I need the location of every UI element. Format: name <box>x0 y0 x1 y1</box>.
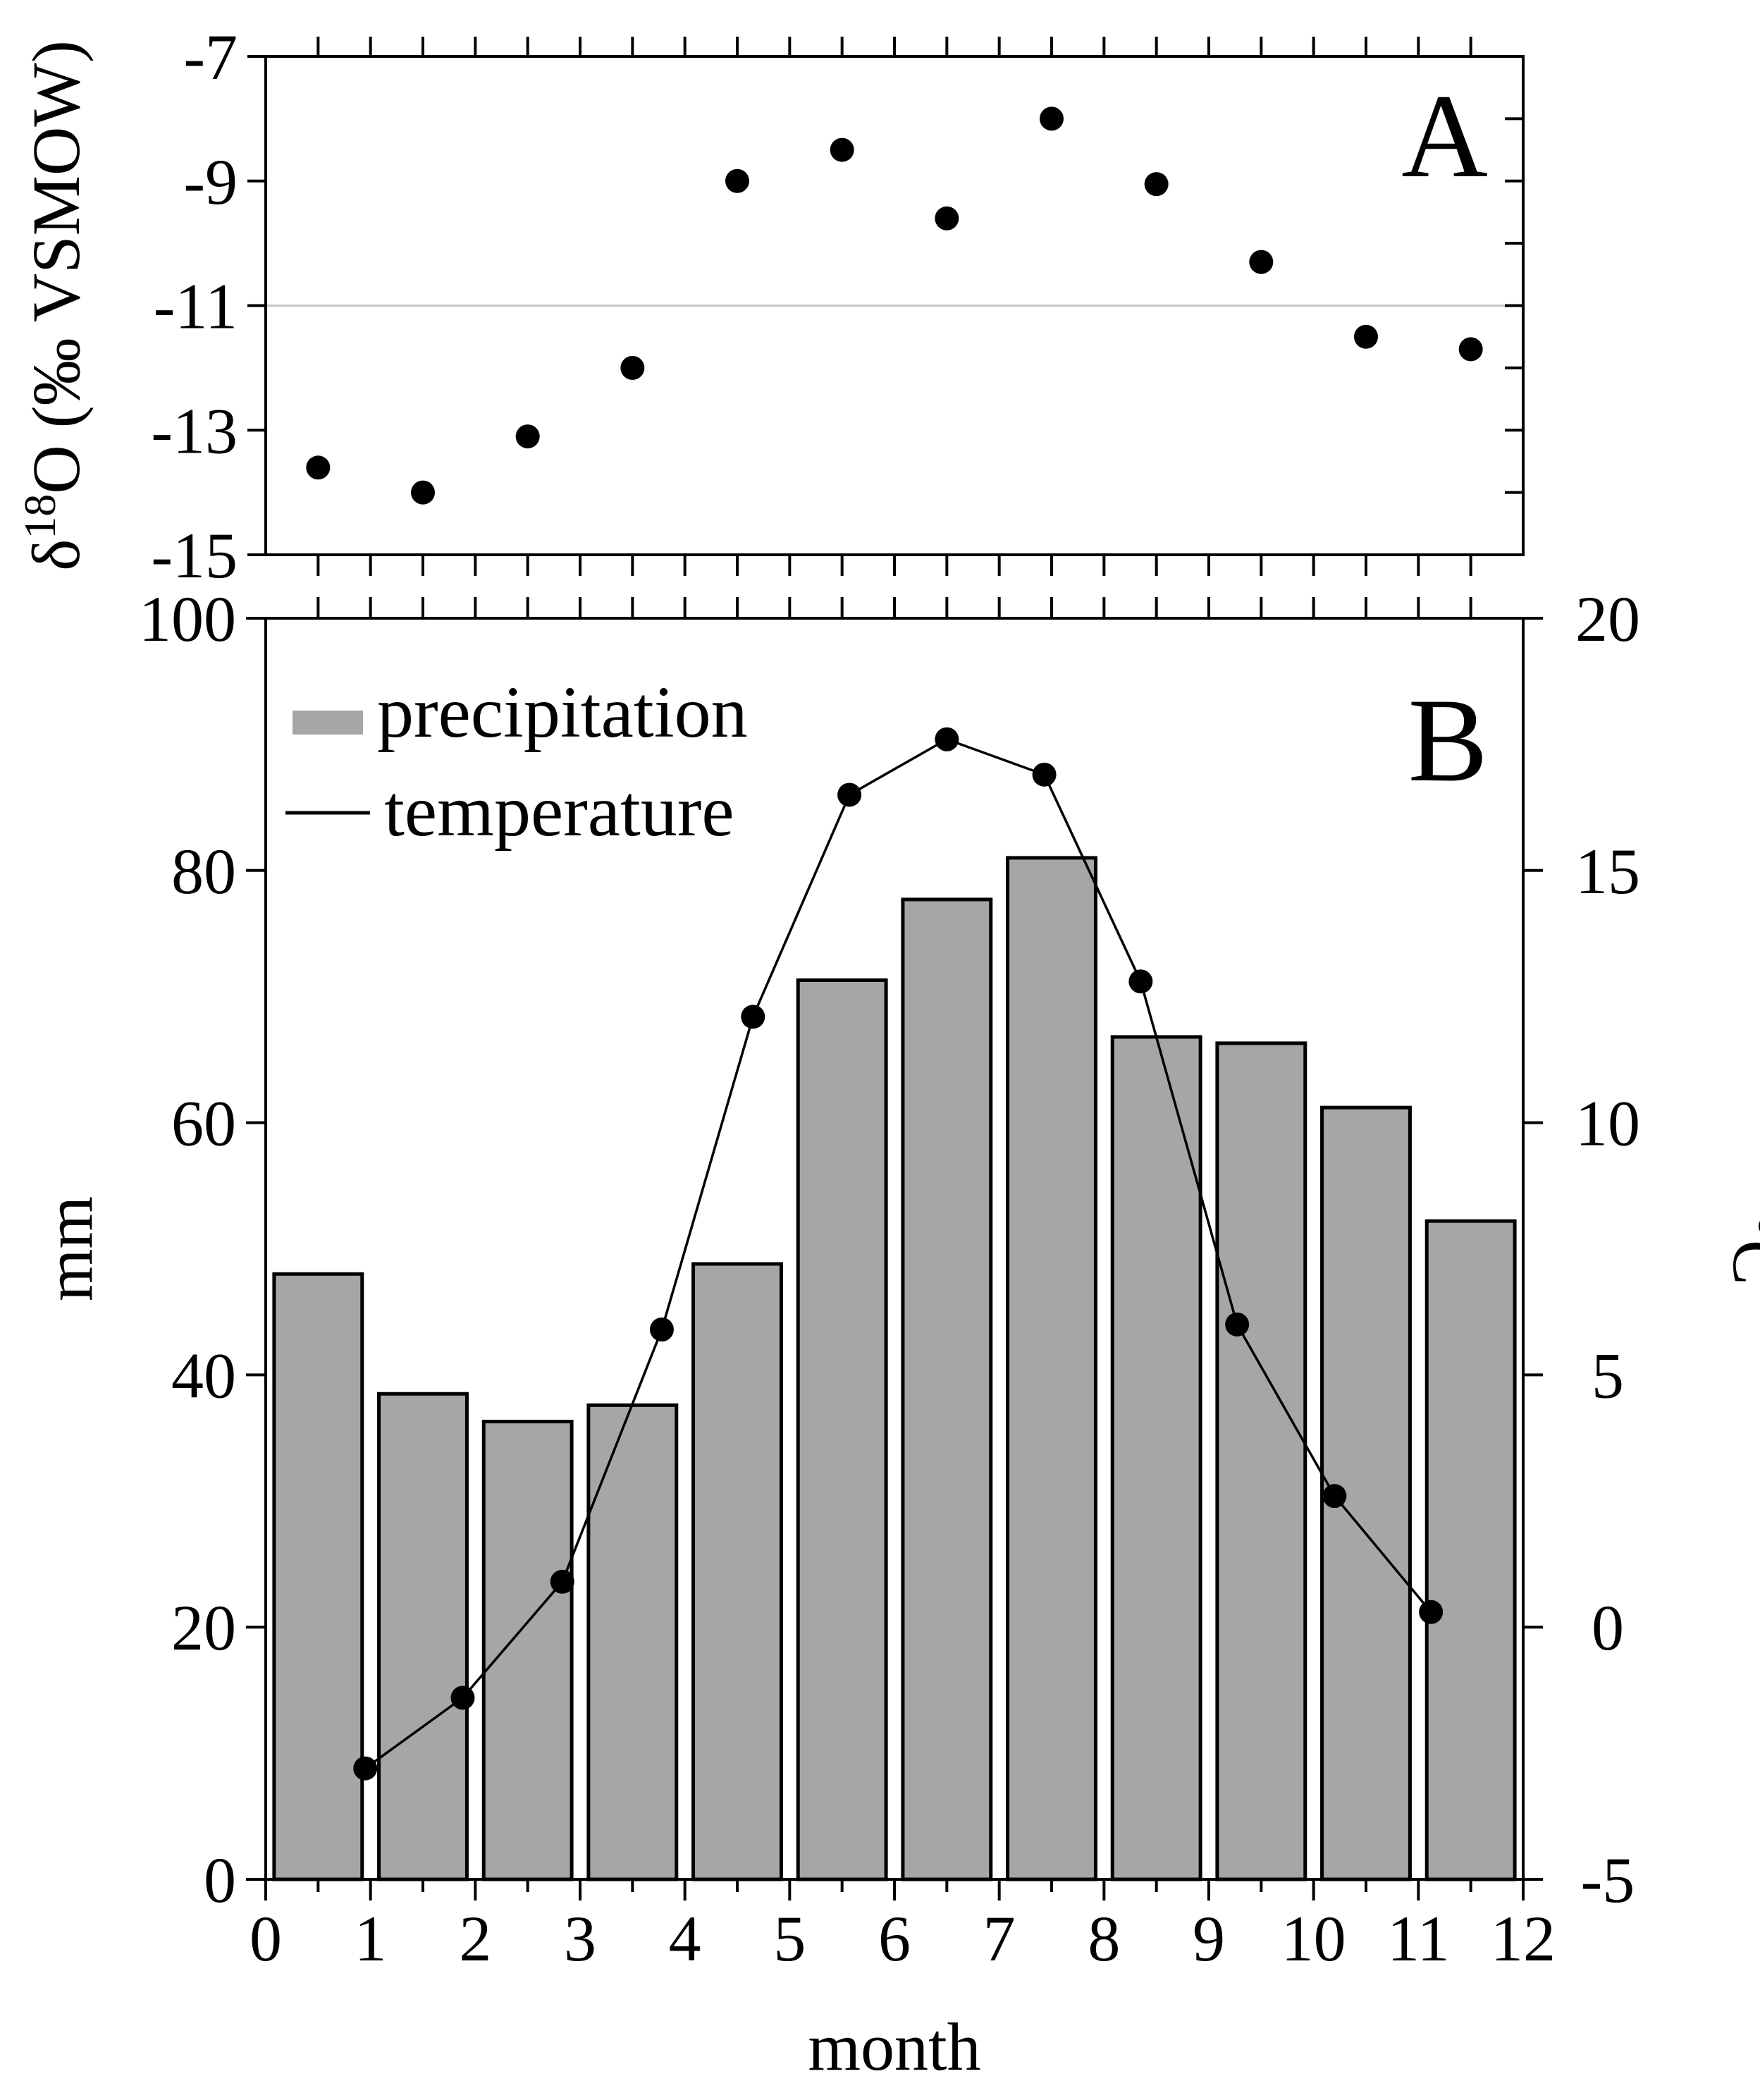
isotope-point-7 <box>935 206 959 231</box>
temperature-point-3 <box>550 1569 574 1594</box>
x-tick-labels: 0 1 2 3 4 5 6 7 8 9 10 11 12 <box>250 1903 1556 1975</box>
x-tick-label: 8 <box>1088 1903 1120 1975</box>
temperature-point-8 <box>1032 762 1057 787</box>
left-y-tick-label: 40 <box>171 1339 236 1411</box>
isotope-point-5 <box>725 168 749 193</box>
temperature-point-4 <box>649 1317 674 1341</box>
right-y-tick-label: 10 <box>1575 1088 1640 1160</box>
precipitation-bar-9 <box>1110 1035 1202 1881</box>
x-tick-label: 5 <box>773 1903 806 1975</box>
left-y-tick-label: 60 <box>171 1088 236 1160</box>
panel-b-ticks <box>246 597 1543 1901</box>
panel-a: -15 -13 -11 -9 -7 A δ18O (‰ VSMOW) <box>15 21 1525 591</box>
left-y-tick-label: 100 <box>139 583 236 655</box>
precipitation-bar-4 <box>586 1403 679 1881</box>
legend-temperature-label: temperature <box>384 770 734 852</box>
precipitation-bar-7 <box>901 897 993 1881</box>
left-y-tick-label: 0 <box>204 1844 236 1916</box>
precipitation-bar-8 <box>1006 856 1097 1881</box>
right-y-tick-label: 0 <box>1592 1592 1624 1664</box>
legend-precipitation-label: precipitation <box>377 672 748 753</box>
precipitation-bar-3 <box>481 1420 574 1881</box>
isotope-point-4 <box>620 355 645 380</box>
a-y-tick-label: -9 <box>183 146 238 218</box>
x-tick-label: 7 <box>983 1903 1016 1975</box>
isotope-point-1 <box>306 455 331 480</box>
isotope-point-8 <box>1040 106 1064 131</box>
temperature-point-1 <box>353 1756 378 1781</box>
x-tick-label: 4 <box>669 1903 701 1975</box>
left-y-axis-title: mm <box>31 1196 106 1301</box>
temperature-line <box>364 737 1432 1769</box>
x-tick-label: 1 <box>355 1903 387 1975</box>
right-y-tick-label: -5 <box>1581 1844 1635 1916</box>
isotope-point-11 <box>1354 324 1378 349</box>
precipitation-bars <box>272 856 1517 1881</box>
precipitation-bar-12 <box>1424 1219 1517 1881</box>
x-tick-label: 12 <box>1491 1903 1556 1975</box>
temperature-point-5 <box>741 1005 765 1029</box>
temperature-point-7 <box>935 727 959 751</box>
x-tick-label: 2 <box>459 1903 491 1975</box>
temperature-points <box>353 727 1444 1781</box>
x-tick-label: 10 <box>1281 1903 1346 1975</box>
legend: precipitation temperature <box>285 672 748 852</box>
panel-a-isotope-points <box>306 106 1483 505</box>
right-y-axis-title: °C <box>1719 1212 1760 1284</box>
panel-a-y-axis-title: δ18O (‰ VSMOW) <box>15 40 94 571</box>
temperature-point-10 <box>1225 1312 1250 1337</box>
isotope-point-3 <box>515 424 540 449</box>
right-y-tick-labels: -5 0 5 10 15 20 <box>1575 583 1640 1916</box>
isotope-point-6 <box>830 137 854 162</box>
a-y-tick-label: -11 <box>154 271 238 343</box>
temperature-point-6 <box>837 782 862 807</box>
isotope-point-9 <box>1144 172 1169 197</box>
x-tick-label: 6 <box>878 1903 911 1975</box>
panel-letter-a: A <box>1401 70 1488 202</box>
superscript-18: 18 <box>15 494 65 539</box>
precipitation-bar-5 <box>691 1262 783 1881</box>
right-y-tick-label: 20 <box>1575 583 1640 655</box>
x-tick-label: 0 <box>250 1903 282 1975</box>
x-tick-label: 9 <box>1193 1903 1225 1975</box>
left-y-tick-labels: 0 20 40 60 80 100 <box>139 583 236 1916</box>
left-y-tick-label: 20 <box>171 1592 236 1664</box>
panel-a-y-tick-labels: -15 -13 -11 -9 -7 <box>151 21 238 591</box>
a-y-tick-label: -13 <box>151 395 238 467</box>
precipitation-bar-10 <box>1215 1041 1307 1881</box>
x-axis-title: month <box>808 2009 980 2084</box>
left-y-tick-label: 80 <box>171 835 236 907</box>
isotope-point-10 <box>1249 250 1274 274</box>
temperature-point-2 <box>450 1685 475 1710</box>
isotope-point-12 <box>1458 337 1483 362</box>
a-y-tick-label: -7 <box>183 21 238 93</box>
delta-symbol: δ <box>18 539 94 571</box>
precipitation-bar-2 <box>377 1392 469 1881</box>
precipitation-bar-1 <box>272 1272 364 1881</box>
precipitation-bar-6 <box>796 978 888 1881</box>
x-tick-label: 3 <box>564 1903 596 1975</box>
panel-letter-b: B <box>1408 674 1488 806</box>
isotope-point-2 <box>411 480 435 505</box>
right-y-tick-label: 15 <box>1575 835 1640 907</box>
temperature-point-11 <box>1322 1484 1347 1509</box>
legend-precipitation-swatch <box>293 711 363 735</box>
right-y-tick-label: 5 <box>1592 1339 1624 1411</box>
temperature-point-12 <box>1419 1599 1444 1624</box>
temperature-point-9 <box>1128 969 1153 994</box>
panel-a-ticks <box>247 37 1523 576</box>
a-y-tick-label: -15 <box>151 520 238 591</box>
x-tick-label: 11 <box>1387 1903 1450 1975</box>
y-axis-title-rest: O (‰ VSMOW) <box>18 40 94 494</box>
